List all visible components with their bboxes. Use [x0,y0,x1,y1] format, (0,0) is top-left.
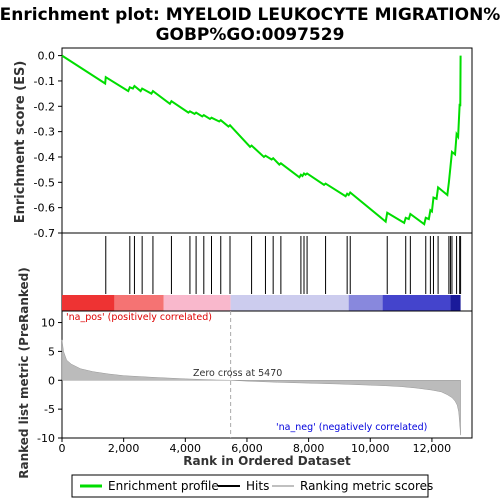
chart-title-line1: Enrichment plot: MYELOID LEUKOCYTE MIGRA… [0,5,500,25]
chart-title-line2: GOBP%GO:0097529 [156,25,345,45]
zero-cross-label: Zero cross at 5470 [193,368,282,379]
legend-box [71,474,429,498]
enrichment-profile-line [61,54,462,226]
neg-label: 'na_neg' (negatively correlated) [276,422,427,433]
metric-ytick-label: 5 [48,345,55,358]
es-ytick-label: -0.7 [34,227,55,240]
x-tick-label: 10,000 [351,442,390,455]
metric-ytick-label: 10 [41,317,55,330]
es-ytick-label: -0.3 [34,126,55,139]
es-ytick-label: 0.0 [38,50,56,63]
x-tick-label: 0 [59,442,66,455]
legend-label-2: Ranking metric scores [300,479,433,493]
heatmap-segment [163,295,231,311]
metric-ytick-label: 0 [48,374,55,387]
x-axis-label: Rank in Ordered Dataset [183,454,351,468]
metric-ytick-label: -5 [44,403,55,416]
x-tick-label: 12,000 [413,442,452,455]
es-panel [61,47,473,234]
metric-ylabel: Ranked list metric (PreRanked) [17,267,31,479]
es-ytick-label: -0.5 [34,176,55,189]
es-ytick-label: -0.1 [34,75,55,88]
legend-label-1: Hits [246,479,269,493]
metric-ytick-label: -10 [37,432,55,445]
heatmap-segment [114,295,164,311]
ranking-metric-area [61,339,461,436]
x-tick-label: 6,000 [231,442,263,455]
es-ylabel: Enrichment score (ES) [13,61,28,224]
es-ytick-label: -0.6 [34,202,55,215]
heatmap-segment [62,295,115,311]
metric-panel [61,310,473,439]
x-tick-label: 4,000 [170,442,202,455]
x-tick-label: 2,000 [108,442,140,455]
heatmap-segment [230,295,349,311]
legend-label-0: Enrichment profile [108,479,219,493]
pos-label: 'na_pos' (positively correlated) [66,312,212,323]
es-ytick-label: -0.4 [34,151,55,164]
heatmap-segment [348,295,383,311]
es-ytick-label: -0.2 [34,100,55,113]
x-tick-label: 8,000 [293,442,325,455]
heatmap-segment [450,295,461,311]
heatmap-segment [382,295,451,311]
